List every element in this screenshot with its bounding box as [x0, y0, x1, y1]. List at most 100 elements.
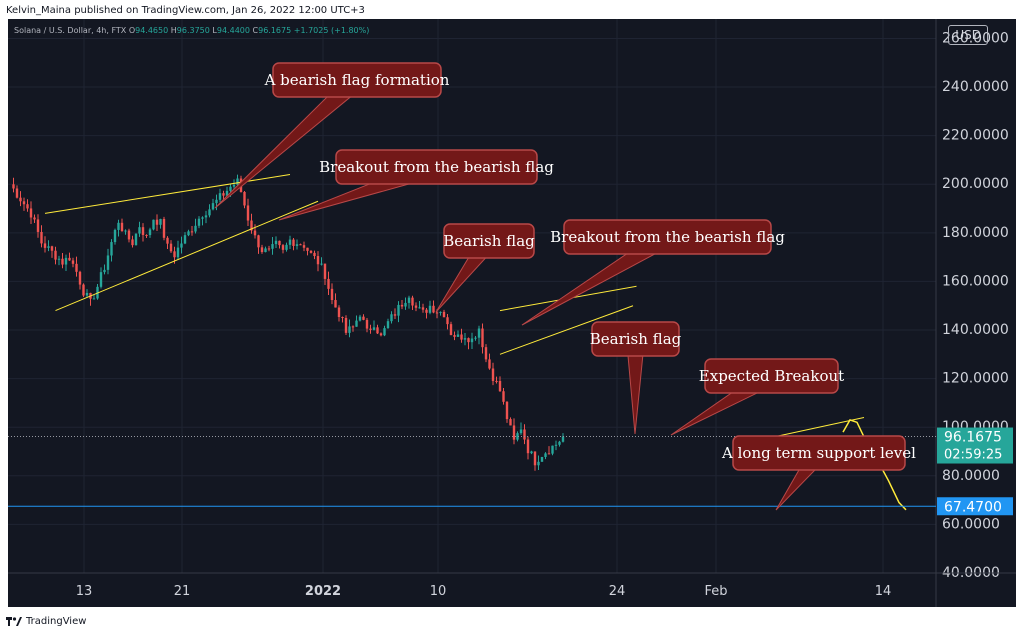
- candle: [162, 216, 166, 241]
- candle-body: [236, 178, 239, 185]
- candle: [85, 289, 89, 298]
- price-chart[interactable]: 40.000060.000080.0000100.0000120.0000140…: [8, 19, 1016, 607]
- candle: [267, 245, 271, 252]
- currency-selector[interactable]: USD: [948, 25, 988, 45]
- candle-body: [43, 243, 47, 248]
- candle: [519, 422, 523, 435]
- y-tick-label: 240.0000: [942, 79, 1009, 95]
- candle: [453, 331, 456, 341]
- candle: [292, 238, 295, 251]
- candle: [425, 308, 428, 319]
- candle-body: [551, 445, 554, 454]
- candle-body: [418, 307, 421, 309]
- chart-panel[interactable]: 40.0000 60.0000 80.0000 100.0000 120.0000 140…: [8, 19, 1016, 607]
- candle-body: [124, 230, 127, 232]
- candle-body: [148, 229, 152, 236]
- candle: [33, 214, 36, 224]
- candle: [138, 221, 141, 237]
- callout-box: [443, 223, 535, 259]
- candle-body: [516, 433, 519, 440]
- candle: [554, 440, 558, 451]
- x-tick-label: 2022: [305, 584, 341, 599]
- candle-body: [365, 319, 369, 329]
- candle-body: [323, 263, 327, 279]
- candle-body: [320, 263, 323, 265]
- candle-body: [383, 328, 386, 336]
- candle: [376, 324, 379, 334]
- candle-body: [194, 225, 197, 232]
- candle-body: [183, 235, 187, 244]
- candle-body: [271, 244, 274, 249]
- candle: [302, 241, 306, 252]
- candle: [337, 305, 341, 322]
- candle-body: [127, 230, 131, 240]
- x-tick-label: Feb: [704, 584, 727, 599]
- callout: Breakout from the bearish flag: [278, 149, 554, 221]
- candle: [145, 234, 148, 238]
- candle-body: [351, 326, 355, 328]
- candle-body: [348, 326, 351, 333]
- candle: [78, 270, 82, 290]
- candle: [509, 417, 512, 426]
- candle-body: [519, 429, 523, 434]
- candle: [50, 245, 54, 258]
- candle-body: [138, 227, 141, 234]
- candle-body: [264, 248, 267, 253]
- candle-body: [393, 314, 397, 316]
- candle: [442, 309, 446, 318]
- candle-body: [386, 321, 390, 329]
- candle-body: [449, 324, 453, 336]
- candle-body: [33, 217, 36, 220]
- candle-body: [278, 240, 281, 246]
- candle: [64, 254, 68, 271]
- candle: [330, 283, 334, 305]
- candle: [295, 239, 299, 250]
- candle-body: [57, 258, 61, 260]
- candle-body: [327, 278, 330, 289]
- candle-body: [85, 292, 89, 296]
- candle-body: [173, 251, 176, 258]
- candle-body: [341, 316, 344, 318]
- candle-body: [442, 311, 446, 318]
- candle: [264, 246, 267, 253]
- candle-body: [435, 312, 439, 314]
- candle-body: [467, 338, 470, 343]
- callout-text: Bearish flag: [590, 330, 682, 348]
- candle: [155, 214, 159, 231]
- candle-body: [250, 220, 253, 231]
- candle: [467, 337, 470, 350]
- candle-body: [120, 222, 124, 232]
- candle-body: [110, 242, 113, 256]
- candle-body: [512, 425, 516, 440]
- candle-body: [537, 461, 540, 466]
- candle: [316, 251, 320, 272]
- candle-body: [397, 304, 400, 316]
- candle-body: [274, 240, 278, 245]
- candle-body: [379, 333, 383, 336]
- candle: [12, 177, 15, 193]
- candle: [75, 256, 78, 277]
- candle: [488, 353, 491, 370]
- candle-body: [197, 218, 201, 226]
- candle-body: [544, 453, 547, 457]
- candle-body: [15, 188, 19, 198]
- candle-body: [64, 257, 68, 265]
- candle-body: [453, 335, 456, 337]
- callout: Expected Breakout: [670, 358, 844, 436]
- callout-box: [335, 149, 538, 185]
- candle: [250, 213, 253, 234]
- y-tick-label: 160.0000: [942, 273, 1009, 289]
- candle: [383, 325, 386, 337]
- candle: [225, 186, 229, 197]
- candle: [103, 264, 106, 275]
- candle-body: [502, 391, 505, 402]
- candle: [92, 294, 96, 300]
- candle: [365, 318, 369, 333]
- candle-body: [159, 218, 162, 225]
- candle-body: [222, 193, 225, 196]
- candle: [110, 239, 113, 262]
- candle: [397, 301, 400, 323]
- candle-body: [117, 222, 120, 230]
- candle-body: [313, 252, 316, 257]
- candle: [449, 321, 453, 336]
